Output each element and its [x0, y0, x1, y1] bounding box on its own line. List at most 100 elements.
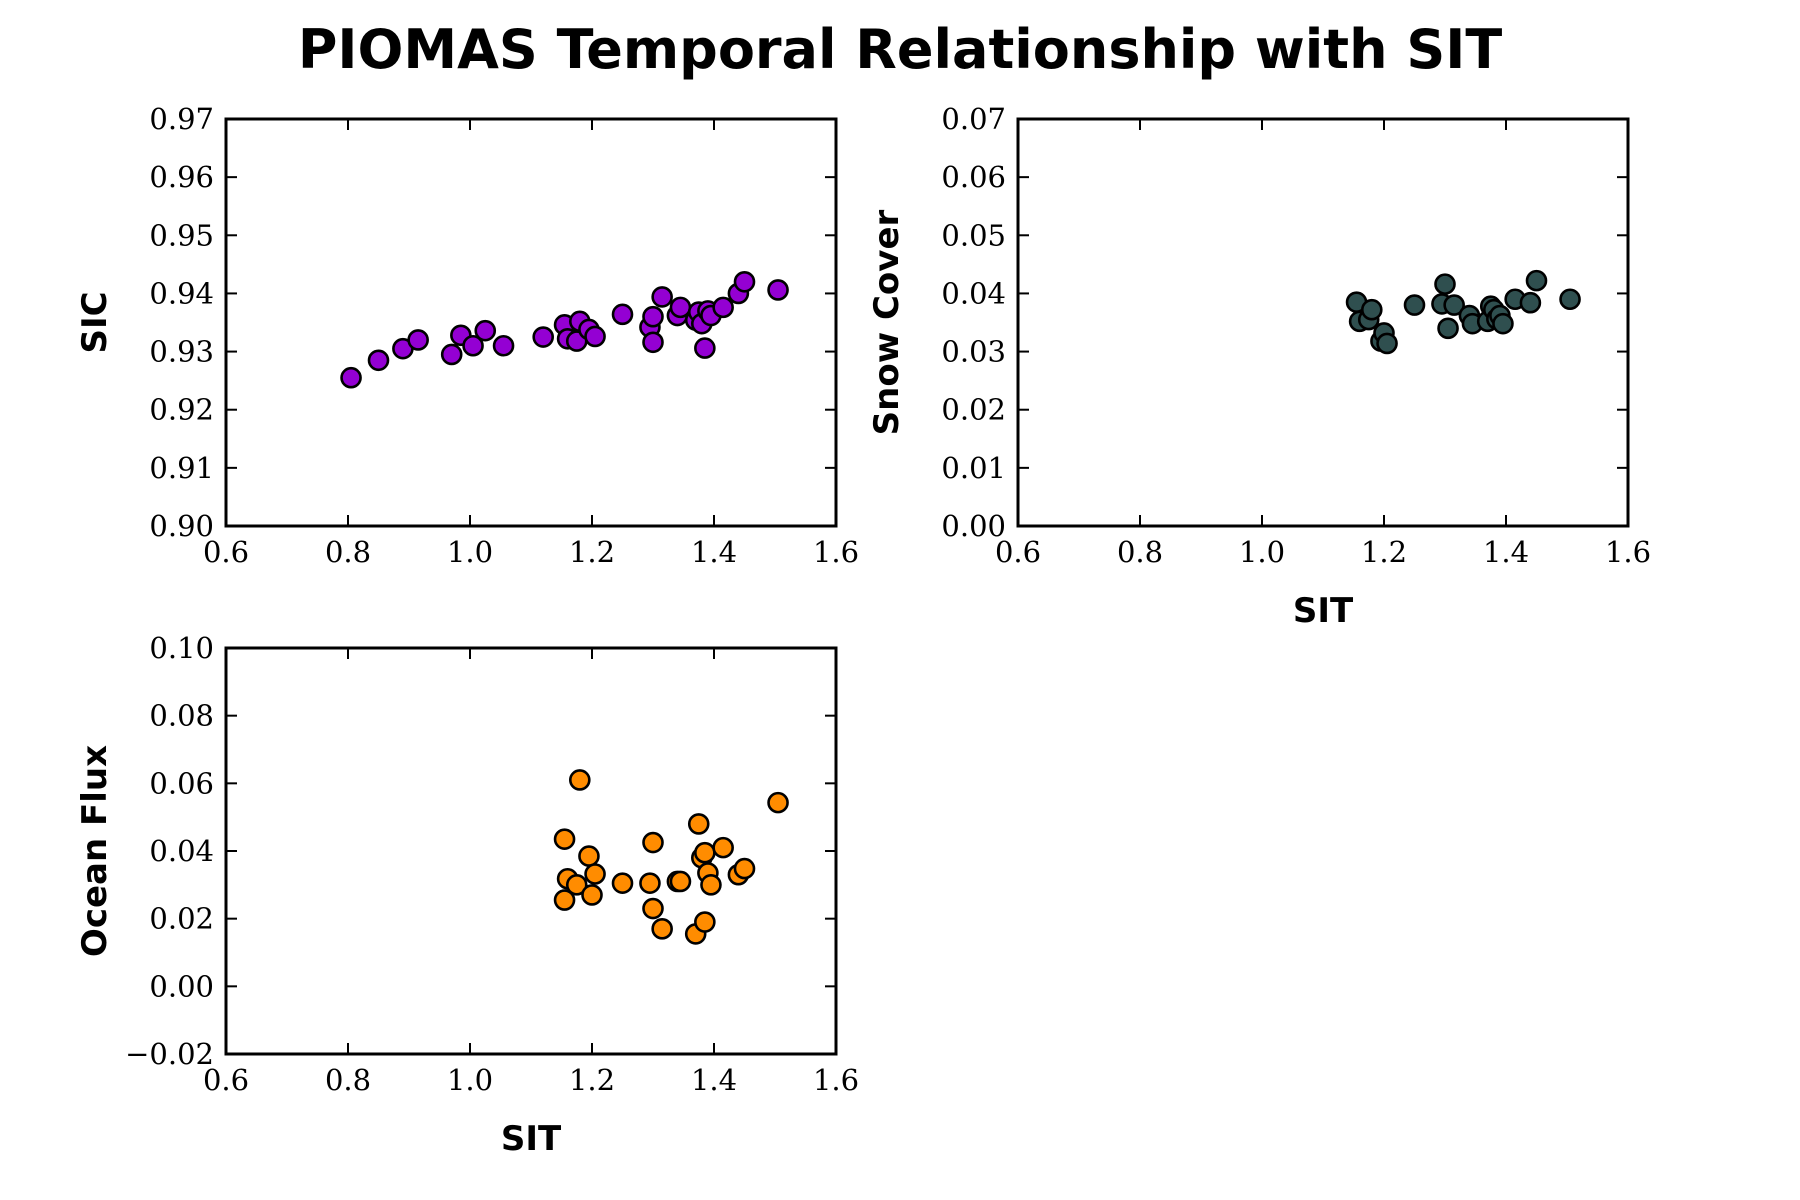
y-tick-label: 0.08	[149, 699, 214, 733]
scatter-point	[694, 841, 716, 864]
x-tick-label: 1.6	[1605, 535, 1651, 569]
scatter-point	[642, 897, 664, 920]
subplot-ocean-flux: 0.6 0.8 1.0 1.2 1.4 1.6 −0.02 0.00 0.02 0.04 0.06 0…	[75, 631, 859, 1159]
scatter-point	[611, 872, 634, 894]
scatter-point	[1403, 294, 1426, 316]
x-tick-label: 0.6	[203, 1063, 249, 1097]
y-tick-label: 0.10	[149, 631, 214, 665]
x-tick-label: 1.2	[569, 1063, 615, 1097]
x-tick-label: 1.2	[569, 535, 615, 569]
y-tick-label: 0.94	[149, 276, 214, 310]
y-tick-label: 0.92	[149, 393, 214, 427]
scatter-point	[733, 857, 756, 880]
scatter-point	[712, 836, 734, 859]
scatter-point	[340, 366, 362, 389]
scatter-point	[651, 918, 673, 940]
scatter-point	[1525, 269, 1548, 292]
y-tick-label: 0.03	[941, 335, 1006, 369]
scatter-point	[584, 325, 606, 348]
y-tick-label: 0.00	[941, 509, 1006, 543]
figure-title: PIOMAS Temporal Relationship with SIT	[298, 18, 1502, 81]
scatter-point	[578, 845, 600, 867]
y-tick-label: 0.97	[149, 102, 214, 136]
y-tick-label: 0.95	[149, 218, 214, 252]
scatter-point	[1559, 288, 1581, 311]
scatter-point	[687, 813, 710, 835]
scatter-point	[581, 884, 603, 906]
scatter-point	[733, 270, 756, 293]
scatter-point	[767, 791, 789, 814]
scatter-point	[700, 874, 722, 896]
x-tick-label: 1.0	[447, 1063, 493, 1097]
y-axis-label: Ocean Flux	[75, 745, 115, 957]
subplot-snow-cover: 0.6 0.8 1.0 1.2 1.4 1.6 0.00 0.01 0.02 0.03 0.04 0.…	[867, 102, 1651, 631]
y-tick-label: 0.02	[941, 393, 1006, 427]
x-tick-label: 0.8	[325, 1063, 371, 1097]
x-tick-label: 0.6	[203, 535, 249, 569]
x-tick-label: 0.6	[995, 535, 1041, 569]
y-tick-label: 0.05	[941, 218, 1006, 252]
y-tick-label: −0.02	[125, 1037, 214, 1071]
scatter-point	[532, 326, 555, 348]
scatter-point	[568, 769, 591, 791]
x-tick-label: 1.2	[1361, 535, 1407, 569]
y-tick-label: 0.90	[149, 509, 214, 543]
scatter-point	[694, 911, 716, 933]
scatter-point	[1492, 312, 1514, 335]
y-tick-label: 0.04	[149, 834, 214, 868]
y-tick-label: 0.06	[941, 160, 1006, 194]
scatter-point	[712, 296, 734, 319]
scatter-point	[1434, 273, 1456, 295]
x-tick-label: 1.6	[813, 535, 859, 569]
scatter-point	[694, 337, 716, 359]
scatter-point	[651, 286, 673, 308]
x-tick-label: 1.6	[813, 1063, 859, 1097]
scatter-point	[474, 319, 497, 342]
x-tick-label: 0.8	[1117, 535, 1163, 569]
x-tick-label: 1.4	[691, 535, 737, 569]
y-tick-label: 0.91	[149, 451, 214, 485]
y-tick-label: 0.04	[941, 276, 1006, 310]
scatter-point	[407, 329, 429, 351]
x-axis-label: SIT	[501, 1119, 562, 1159]
scatter-point	[639, 872, 661, 894]
subplot-sic: 0.6 0.8 1.0 1.2 1.4 1.6 0.90 0.91 0.92 0.93 0.94 0.…	[75, 102, 859, 569]
scatter-point	[462, 334, 484, 357]
y-axis-label: Snow Cover	[867, 209, 907, 435]
scatter-point	[565, 874, 588, 896]
scatter-point	[1443, 294, 1465, 316]
scatter-point	[767, 279, 789, 301]
x-tick-label: 0.8	[325, 535, 371, 569]
y-tick-label: 0.07	[941, 102, 1006, 136]
scatter-point	[1519, 291, 1542, 314]
scatter-point	[440, 343, 463, 366]
x-tick-label: 1.4	[691, 1063, 737, 1097]
scatter-point	[553, 889, 576, 911]
plot-frame	[224, 646, 838, 1056]
scatter-point	[642, 831, 664, 854]
plots: 0.6 0.8 1.0 1.2 1.4 1.6 0.90 0.91 0.92 0.93 0.94 0.…	[75, 102, 1651, 1159]
scatter-point	[584, 863, 606, 885]
y-tick-label: 0.02	[149, 902, 214, 936]
y-tick-label: 0.01	[941, 451, 1006, 485]
scatter-point	[367, 349, 390, 372]
scatter-point	[642, 305, 664, 328]
plot-frame	[224, 117, 838, 528]
y-tick-label: 0.96	[149, 160, 214, 194]
x-tick-label: 1.0	[447, 535, 493, 569]
y-tick-label: 0.93	[149, 335, 214, 369]
scatter-point	[642, 331, 664, 354]
y-axis-label: SIC	[75, 291, 115, 353]
scatter-point	[492, 334, 515, 357]
scatter-point	[553, 828, 576, 850]
y-tick-label: 0.06	[149, 766, 214, 800]
scatter-point	[669, 870, 692, 893]
x-tick-label: 1.4	[1483, 535, 1529, 569]
scatter-point	[611, 303, 634, 326]
x-tick-label: 1.0	[1239, 535, 1285, 569]
plot-frame	[1016, 117, 1630, 528]
scatter-point	[1361, 298, 1383, 321]
scatter-point	[1376, 332, 1398, 355]
x-axis-label: SIT	[1293, 591, 1354, 631]
